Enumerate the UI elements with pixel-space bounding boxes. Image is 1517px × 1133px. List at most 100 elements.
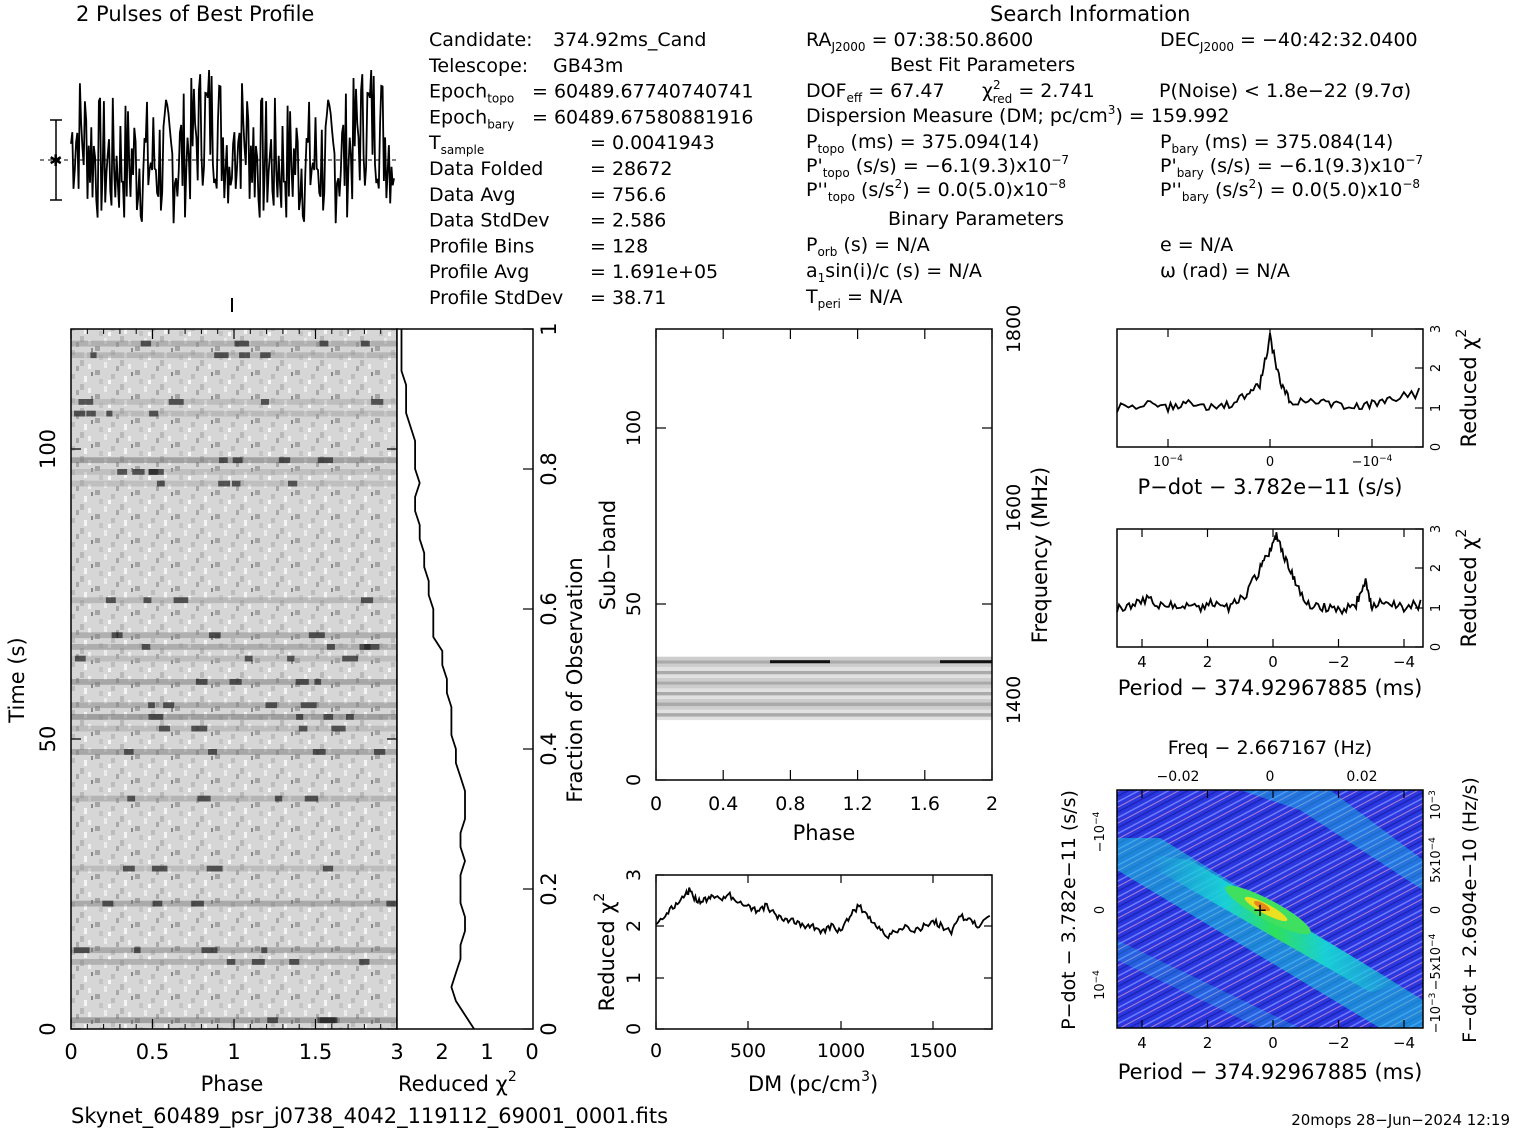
time-phase-dark-cell xyxy=(105,597,116,604)
tick-label: 0 xyxy=(623,774,645,786)
subband-row xyxy=(656,716,992,721)
period-pdot-ticks: 4 2 0 −2 −4 −0.02 0 0.02 xyxy=(1137,769,1415,1052)
tick-label: 4 xyxy=(1137,1034,1147,1052)
peak-inner xyxy=(1253,901,1271,911)
dm-ylabel: Reduced χ2 xyxy=(592,893,619,1012)
dm-chi2-ticks: 0 500 1000 1500 0 1 2 3 xyxy=(623,869,992,1062)
info-label: Data StdDev xyxy=(429,210,550,232)
tick-label: 100 xyxy=(36,429,60,469)
period-pdot-panel: + 4 2 0 −2 −4 −0.02 0 0.02 Freq − 2.667167 (Hz)… xyxy=(1058,737,1481,1084)
time-chi2-panel: 2 1 0 0 0.2 0.4 0.6 0.8 1 Reduced χ2 Fraction of… xyxy=(396,322,587,1096)
time-phase-stripe xyxy=(71,597,397,604)
tick-label: 0 xyxy=(525,1040,538,1064)
time-phase-dark-cell xyxy=(374,749,386,755)
tick-label: 1 xyxy=(1429,404,1444,412)
subband-row xyxy=(656,667,992,671)
svg-text:10−4: 10−4 xyxy=(1092,970,1108,1000)
info-value: = 60489.67580881916 xyxy=(532,106,753,128)
time-phase-stripes xyxy=(71,340,397,1024)
time-phase-dark-cell xyxy=(123,865,135,872)
tick-label: −10−4 xyxy=(1352,454,1393,470)
svg-text:0: 0 xyxy=(1093,906,1108,914)
tick-label: 0 xyxy=(650,1040,662,1062)
time-phase-stripe xyxy=(71,702,397,709)
tick-label: 0.8 xyxy=(775,793,805,815)
time-phase-dark-cell xyxy=(151,865,168,872)
svg-text:−10−3: −10−3 xyxy=(1428,993,1444,1034)
time-phase-stripe xyxy=(71,340,397,347)
svg-text:10−3: 10−3 xyxy=(1428,790,1444,820)
subband-row xyxy=(656,706,992,710)
info-label: Profile Avg xyxy=(429,261,529,283)
time-phase-dark-cell xyxy=(159,725,171,732)
time-phase-dark-cell xyxy=(274,795,283,802)
time-phase-dark-cell xyxy=(288,480,298,487)
time-phase-stripe xyxy=(71,655,397,662)
time-phase-dark-cell xyxy=(371,399,384,405)
time-phase-stripe xyxy=(71,399,397,405)
info-label: Profile StdDev xyxy=(429,287,563,309)
time-chi2-series-line xyxy=(400,329,475,1030)
tick-label: 1600 xyxy=(1003,484,1025,532)
time-phase-stripe xyxy=(71,947,397,954)
time-phase-dark-cell xyxy=(102,900,114,907)
time-phase-dark-cell xyxy=(287,655,295,662)
time-phase-dark-cell xyxy=(208,632,221,639)
time-phase-ticks: 0 0.5 1 1.5 3 0 50 100 xyxy=(36,329,404,1064)
tick-label: 1 xyxy=(1429,604,1444,612)
subband-phase-panel: 0 0.4 0.8 1.2 1.6 2 0 50 100 1400 1600 1800 Phase S… xyxy=(596,305,1052,845)
pdot-ylabel: Reduced χ2 xyxy=(1454,329,1481,448)
time-phase-dark-cell xyxy=(73,947,90,954)
tick-label: 2 xyxy=(986,793,998,815)
subband-row xyxy=(656,656,992,661)
subband-row xyxy=(656,670,992,675)
time-phase-dark-cell xyxy=(133,947,141,954)
period-xlabel: Period − 374.92967885 (ms) xyxy=(1118,676,1423,700)
time-phase-stripe xyxy=(71,469,397,475)
time-phase-dark-cell xyxy=(261,947,268,954)
best-fit-heading: Best Fit Parameters xyxy=(890,54,1075,76)
time-phase-dark-cell xyxy=(195,679,208,685)
info-label: Tsample xyxy=(428,132,484,157)
tick-label: 0 xyxy=(1429,443,1444,451)
footer-filename: Skynet_60489_psr_j0738_4042_119112_69001… xyxy=(71,1104,668,1129)
tick-label: 10−4 xyxy=(1153,454,1183,470)
tick-label: 0 xyxy=(64,1040,77,1064)
time-phase-dark-cell xyxy=(127,795,136,802)
time-phase-dark-cell xyxy=(278,457,291,464)
time-phase-dark-cell xyxy=(342,655,358,662)
tick-label: 1 xyxy=(480,1040,493,1064)
ptopo-value: Ptopo (ms) = 375.094(14) xyxy=(806,131,1039,156)
tick-label: 100 xyxy=(623,410,645,446)
porb-value: Porb (s) = N/A xyxy=(806,234,930,259)
tick-label: 1800 xyxy=(1003,305,1025,353)
time-phase-dark-cell xyxy=(317,457,333,464)
time-phase-dark-cell xyxy=(386,900,396,907)
tick-label: 1.5 xyxy=(299,1040,332,1064)
time-phase-dark-cell xyxy=(312,749,326,755)
tick-label: 1.2 xyxy=(842,793,872,815)
period-pdot-right-ticks: 10−3 5x10−4 0 −5x10−4 −10−3 xyxy=(1428,790,1444,1033)
subband-xlabel: Phase xyxy=(793,821,856,845)
info-value: = 756.6 xyxy=(590,184,666,206)
time-phase-dark-cell xyxy=(226,959,236,965)
subband-ylabel: Sub−band xyxy=(596,500,620,610)
time-phase-dark-cell xyxy=(116,632,123,639)
tick-label: 1 xyxy=(623,972,645,984)
time-phase-dark-cell xyxy=(111,632,119,639)
info-value: = 60489.67740740741 xyxy=(532,81,753,103)
binary-heading: Binary Parameters xyxy=(888,208,1064,230)
pddot-bary-value: P''bary (s/s2) = 0.0(5.0)x10−8 xyxy=(1160,177,1420,204)
tick-label: 0 xyxy=(1266,769,1275,785)
time-chi2-xlabel: Reduced χ2 xyxy=(398,1069,517,1096)
time-phase-dark-cell xyxy=(304,795,318,802)
svg-text:5x10−4: 5x10−4 xyxy=(1428,837,1444,883)
tick-label: 1 xyxy=(227,1040,240,1064)
subband-pulse xyxy=(940,660,992,664)
time-phase-dark-cell xyxy=(201,947,218,954)
time-phase-xlabel: Phase xyxy=(201,1072,264,1096)
pnoise-value: P(Noise) < 1.8e−22 (9.7σ) xyxy=(1159,80,1411,102)
pdot-chi2-frame xyxy=(1116,328,1424,448)
tick-label: 2 xyxy=(1429,364,1444,372)
